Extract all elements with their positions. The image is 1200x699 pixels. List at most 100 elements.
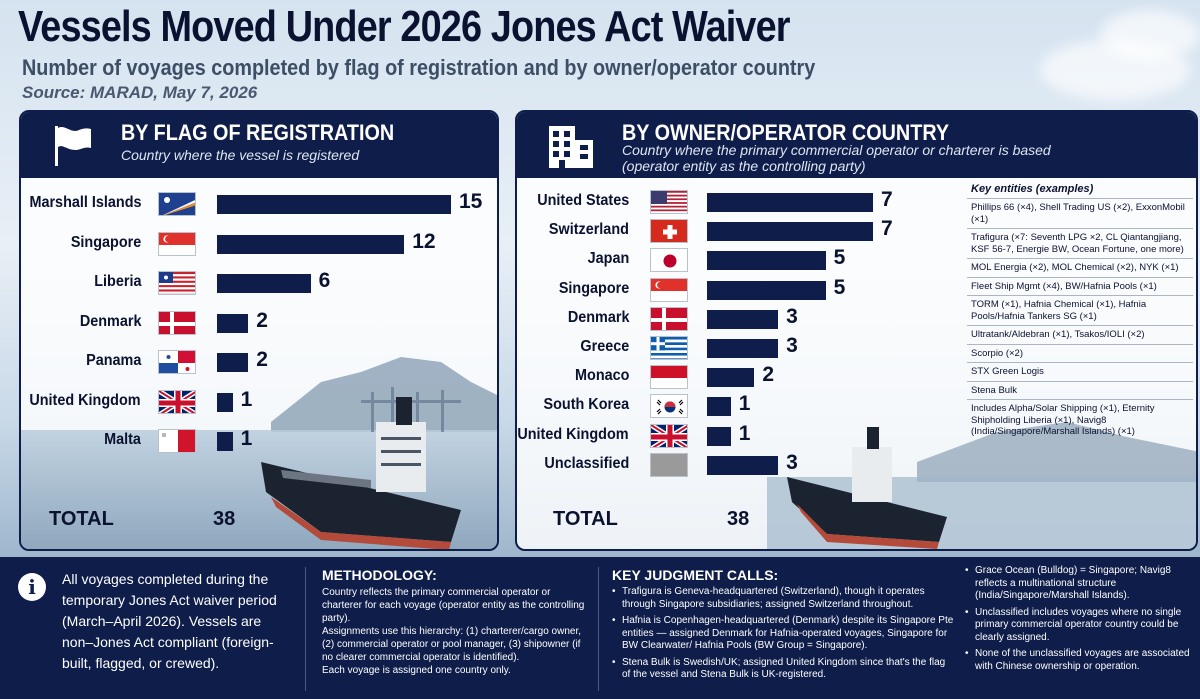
bar-row-monaco: Monaco 2 [517,363,967,391]
source-note: Source: MARAD, May 7, 2026 [22,83,258,102]
category-label: Switzerland [548,221,629,239]
page-subtitle: Number of voyages completed by flag of r… [22,55,816,80]
entity-item: Includes Alpha/Solar Shipping (×1), Eter… [967,399,1193,441]
category-label: Marshall Islands [28,194,141,211]
category-label: Denmark [79,312,141,330]
bar [707,397,731,417]
bar-row-marshall-islands: Marshall Islands 15 [21,190,497,218]
singapore-flag-icon [650,277,688,302]
bar [217,313,249,333]
bar-row-south-korea: South Korea 1 [517,392,967,420]
flag-icon [55,126,91,166]
footer-divider [598,567,599,691]
note-item: None of the unclassified voyages are ass… [965,648,1195,673]
japan-flag-icon [650,248,688,273]
ship-scene [767,422,1196,549]
bar-value-label: 2 [762,363,775,387]
bar-value-label: 1 [240,387,253,411]
unclassified-flag-icon [650,452,688,477]
entity-item: MOL Energia (×2), MOL Chemical (×2), NYK… [967,258,1193,277]
flag-panel-subheading: Country where the vessel is registered [121,147,360,163]
building-icon [549,126,593,168]
footer-divider [305,567,306,691]
malta-flag-icon [158,429,196,453]
bar [217,392,233,412]
category-label: United Kingdom [29,391,141,409]
flag-total-label: TOTAL [49,508,114,530]
monaco-flag-icon [650,365,688,390]
entity-item: Scorpio (×2) [967,343,1193,363]
entity-item: Stena Bulk [967,380,1193,400]
category-label: Monaco [574,367,629,385]
flag-panel-header: BY FLAG OF REGISTRATION Country where th… [21,112,497,178]
bar-value-label: 6 [318,269,331,292]
denmark-flag-icon [158,310,196,335]
bar-value-label: 15 [459,190,483,213]
bar [217,353,249,372]
bar-row-unclassified: Unclassified 3 [517,451,967,479]
bar-value-label: 3 [786,304,798,328]
category-label: Japan [587,250,629,268]
category-label: Liberia [93,273,141,290]
entity-item: Trafigura (×7: Seventh LPG ×2, CL Qianta… [967,228,1193,258]
bar [707,368,755,388]
footer-note: All voyages completed during the tempora… [62,571,277,671]
judgment-item: Hafnia is Copenhagen-headquartered (Denm… [612,615,954,653]
bar-row-japan: Japan 5 [517,246,967,274]
bar-value-label: 3 [786,334,798,357]
denmark-flag-icon [650,306,688,331]
owner-subheading-line1: Country where the primary commercial ope… [622,142,1051,158]
bar-row-switzerland: Switzerland 7 [517,217,967,245]
united-states-flag-icon [650,190,688,214]
bar [707,193,873,212]
category-label: United States [536,192,629,209]
judgment-item: Stena Bulk is Swedish/UK; assigned Unite… [612,657,954,682]
owner-total-value: 38 [727,508,750,530]
category-label: United Kingdom [517,425,629,443]
bar [217,432,233,451]
cloud [1100,10,1200,60]
singapore-flag-icon [158,231,196,256]
united-kingdom-flag-icon [650,423,688,448]
methodology-p2: Assignments use this hierarchy: (1) char… [322,626,581,663]
entities-title: Key entities (examples) [971,183,1094,195]
greece-flag-icon [650,336,688,360]
bar [707,222,873,242]
flag-panel: BY FLAG OF REGISTRATION Country where th… [19,110,499,551]
south-korea-flag-icon [650,394,688,419]
category-label: Denmark [567,308,629,326]
footer-note-col: i All voyages completed during the tempo… [0,557,300,699]
bar-row-liberia: Liberia 6 [21,269,497,297]
judgment-heading: KEY JUDGMENT CALLS: [612,567,779,583]
switzerland-flag-icon [650,219,688,244]
category-label: Unclassified [544,454,629,472]
bar-value-label: 2 [256,348,268,371]
bar-value-label: 1 [738,392,751,416]
bar-row-denmark: Denmark 2 [21,309,497,337]
entity-item: Ultratank/Aldebran (×1), Tsakos/IOLI (×2… [967,325,1193,344]
bar-value-label: 1 [240,427,253,450]
info-icon: i [18,573,46,601]
methodology-col: METHODOLOGY: Country reflects the primar… [322,557,590,699]
bar-value-label: 5 [833,246,846,270]
bar [707,455,779,475]
bar [707,339,779,358]
category-label: South Korea [543,396,629,414]
category-label: Singapore [70,233,141,251]
bar-row-denmark: Denmark 3 [517,305,967,333]
category-label: Singapore [558,279,629,297]
bar [217,234,405,254]
bar-value-label: 3 [786,450,798,474]
bar-row-malta: Malta 1 [21,427,497,455]
bar-value-label: 12 [412,229,436,253]
bar-row-panama: Panama 2 [21,348,497,376]
bar-row-united-states: United States 7 [517,188,967,216]
methodology-heading: METHODOLOGY: [322,567,437,583]
bar [707,309,779,329]
entity-item: Fleet Ship Mgmt (×4), BW/Hafnia Pools (×… [967,276,1193,296]
bar [217,274,311,293]
category-label: Panama [85,352,141,369]
note-item: Grace Ocean (Bulldog) = Singapore; Navig… [965,565,1195,603]
bar-value-label: 7 [881,217,893,241]
bar-value-label: 5 [833,275,846,299]
